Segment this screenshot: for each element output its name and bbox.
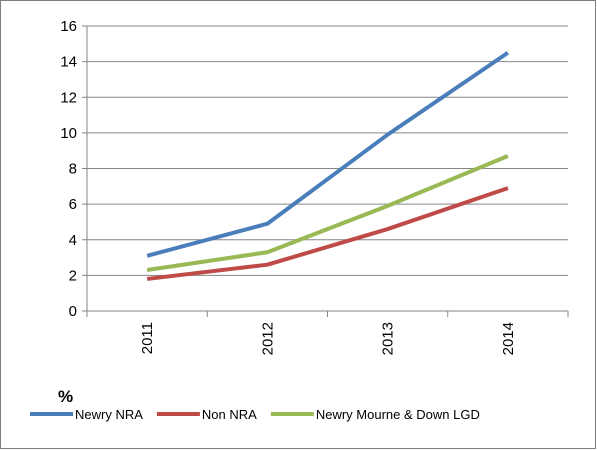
- y-tick-labels: 0 2 4 6 8 10 12 14 16: [60, 18, 77, 320]
- legend-label-2: Non NRA: [202, 407, 257, 422]
- series-line-3: [146, 154, 509, 273]
- x-tick-label: 2014: [500, 322, 517, 355]
- y-tick-label: 6: [69, 196, 77, 213]
- x-tick-label: 2013: [380, 322, 397, 355]
- legend-label-3: Newry Mourne & Down LGD: [316, 407, 480, 422]
- y-tick-label: 0: [69, 303, 77, 320]
- x-tick-label: 2012: [259, 322, 276, 355]
- legend-label-1: Newry NRA: [75, 407, 143, 422]
- y-tick-label: 14: [60, 54, 77, 71]
- y-tick-label: 4: [69, 232, 77, 249]
- series-line-1: [146, 51, 510, 258]
- y-tick-label: 12: [60, 89, 77, 106]
- y-tick-label: 10: [60, 125, 77, 142]
- y-unit-label: %: [58, 387, 73, 406]
- gridlines: [87, 25, 568, 276]
- y-tick-label: 2: [69, 267, 77, 284]
- legend: Newry NRA Non NRA Newry Mourne & Down LGD: [30, 407, 480, 422]
- x-tick-labels: 2011 2012 2013 2014: [139, 322, 517, 355]
- y-tick-label: 16: [60, 18, 77, 35]
- y-tick-label: 8: [69, 161, 77, 178]
- series-lines: [146, 51, 510, 281]
- series-line-2: [146, 186, 509, 281]
- x-tick-label: 2011: [139, 322, 156, 354]
- axes: [82, 25, 569, 317]
